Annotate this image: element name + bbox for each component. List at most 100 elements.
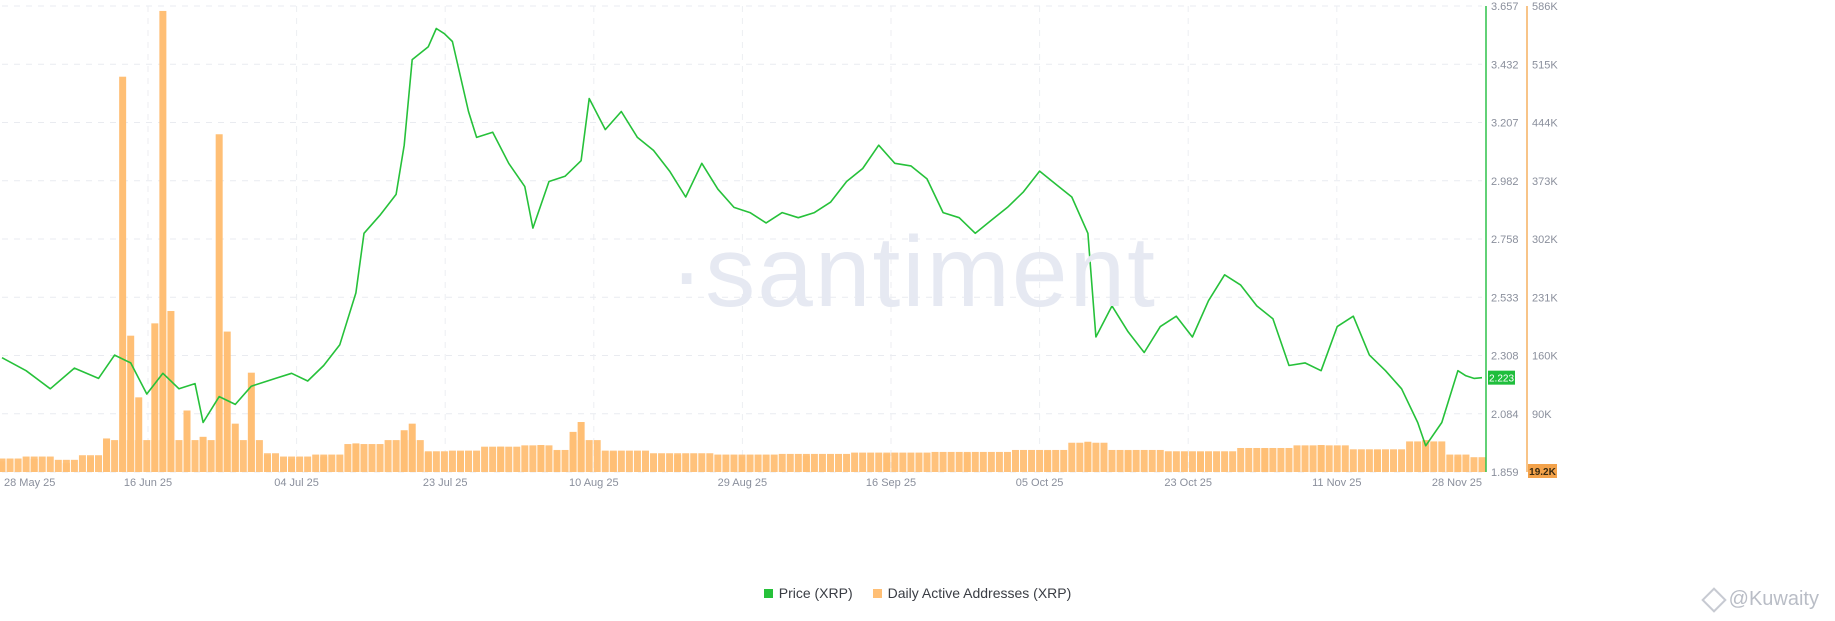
daa-bar	[859, 452, 867, 472]
daa-bar	[384, 440, 392, 472]
daa-bar	[360, 444, 368, 472]
daa-bar	[1333, 445, 1341, 472]
daa-bar	[78, 455, 86, 472]
daa-bar	[971, 451, 979, 472]
daa-bar	[1044, 449, 1052, 472]
daa-bar	[1365, 449, 1373, 472]
daa-bar	[1245, 447, 1253, 472]
daa-bar	[641, 450, 649, 472]
daa-bar	[167, 311, 175, 472]
daa-bar	[62, 459, 70, 472]
daa-bar	[143, 440, 151, 472]
daa-bar	[674, 453, 682, 472]
daa-bar	[1470, 457, 1478, 472]
daa-bar	[95, 455, 103, 472]
x-tick-label: 29 Aug 25	[718, 477, 768, 489]
daa-bar	[497, 446, 505, 472]
daa-bar	[947, 451, 955, 472]
daa-bar	[215, 134, 223, 472]
daa-bar	[207, 440, 215, 472]
daa-bar	[1140, 449, 1148, 472]
daa-bar	[1462, 454, 1470, 472]
daa-bar	[1317, 445, 1325, 472]
daa-bar	[1180, 451, 1188, 472]
daa-bar	[617, 450, 625, 472]
price-tick-label: 2.758	[1491, 234, 1519, 246]
daa-bar	[328, 454, 336, 472]
daa-bar	[22, 456, 30, 472]
daa-bar	[408, 440, 416, 472]
daa-bar	[1381, 449, 1389, 472]
daa-bar	[1357, 449, 1365, 472]
daa-bar	[127, 335, 135, 472]
daa-bar	[1349, 449, 1357, 472]
daa-bar	[127, 440, 135, 472]
daa-bar	[1221, 451, 1229, 472]
daa-bar	[553, 449, 561, 472]
daa-bar	[1164, 451, 1172, 472]
daa-bar	[1325, 445, 1333, 472]
daa-bar	[247, 440, 255, 472]
daa-bar	[151, 323, 159, 472]
daa-bar	[456, 450, 464, 472]
daa-bar	[1052, 449, 1060, 472]
daa-bar	[754, 454, 762, 472]
daa-bar	[1390, 449, 1398, 472]
daa-bar	[569, 440, 577, 472]
x-tick-label: 28 May 25	[4, 477, 55, 489]
daa-bar	[633, 450, 641, 472]
daa-bar	[1293, 445, 1301, 472]
daa-bar	[424, 451, 432, 472]
daa-bar	[70, 459, 78, 472]
daa-bar	[658, 453, 666, 472]
daa-bar	[1341, 445, 1349, 472]
daa-bar	[746, 454, 754, 472]
daa-bar	[6, 458, 14, 472]
daa-bar	[191, 440, 199, 472]
legend-daa[interactable]: Daily Active Addresses (XRP)	[872, 585, 1071, 601]
daa-bar	[489, 446, 497, 472]
daa-bar	[1229, 451, 1237, 472]
daa-bar	[400, 440, 408, 472]
daa-bar	[432, 451, 440, 472]
chart-legend: Price (XRP) Daily Active Addresses (XRP)	[0, 585, 1835, 601]
daa-bar	[698, 453, 706, 472]
daa-bar	[54, 459, 62, 472]
daa-bar	[955, 451, 963, 472]
daa-bar	[593, 440, 601, 472]
daa-bar	[1028, 449, 1036, 472]
x-tick-label: 28 Nov 25	[1432, 477, 1482, 489]
daa-bar	[714, 454, 722, 472]
daa-bar	[1020, 449, 1028, 472]
daa-bar	[1108, 449, 1116, 472]
daa-bar	[505, 446, 513, 472]
daa-bar	[1156, 449, 1164, 472]
daa-bar	[1116, 449, 1124, 472]
daa-bar	[1269, 447, 1277, 472]
daa-bar	[1253, 447, 1261, 472]
daa-tick-label: 90K	[1532, 409, 1552, 421]
price-tick-label: 3.207	[1491, 118, 1519, 130]
daa-bar	[923, 452, 931, 472]
daa-bar	[979, 451, 987, 472]
legend-price[interactable]: Price (XRP)	[763, 585, 853, 601]
daa-bar	[231, 440, 239, 472]
footer-credit: @Kuwaity	[1700, 586, 1819, 613]
daa-bar	[883, 452, 891, 472]
daa-bar	[561, 449, 569, 472]
daa-bar	[1036, 449, 1044, 472]
daa-bar	[440, 451, 448, 472]
daa-bar	[336, 454, 344, 472]
daa-bar	[344, 444, 352, 472]
daa-bar	[1237, 447, 1245, 472]
daa-bar	[1438, 441, 1446, 472]
daa-bar	[481, 446, 489, 472]
daa-bar	[167, 440, 175, 472]
daa-bar	[312, 454, 320, 472]
daa-bar	[1414, 441, 1422, 472]
daa-bar	[1003, 451, 1011, 472]
daa-bar	[416, 440, 424, 472]
daa-bar	[963, 451, 971, 472]
daa-bar	[392, 440, 400, 472]
daa-bar	[1172, 451, 1180, 472]
